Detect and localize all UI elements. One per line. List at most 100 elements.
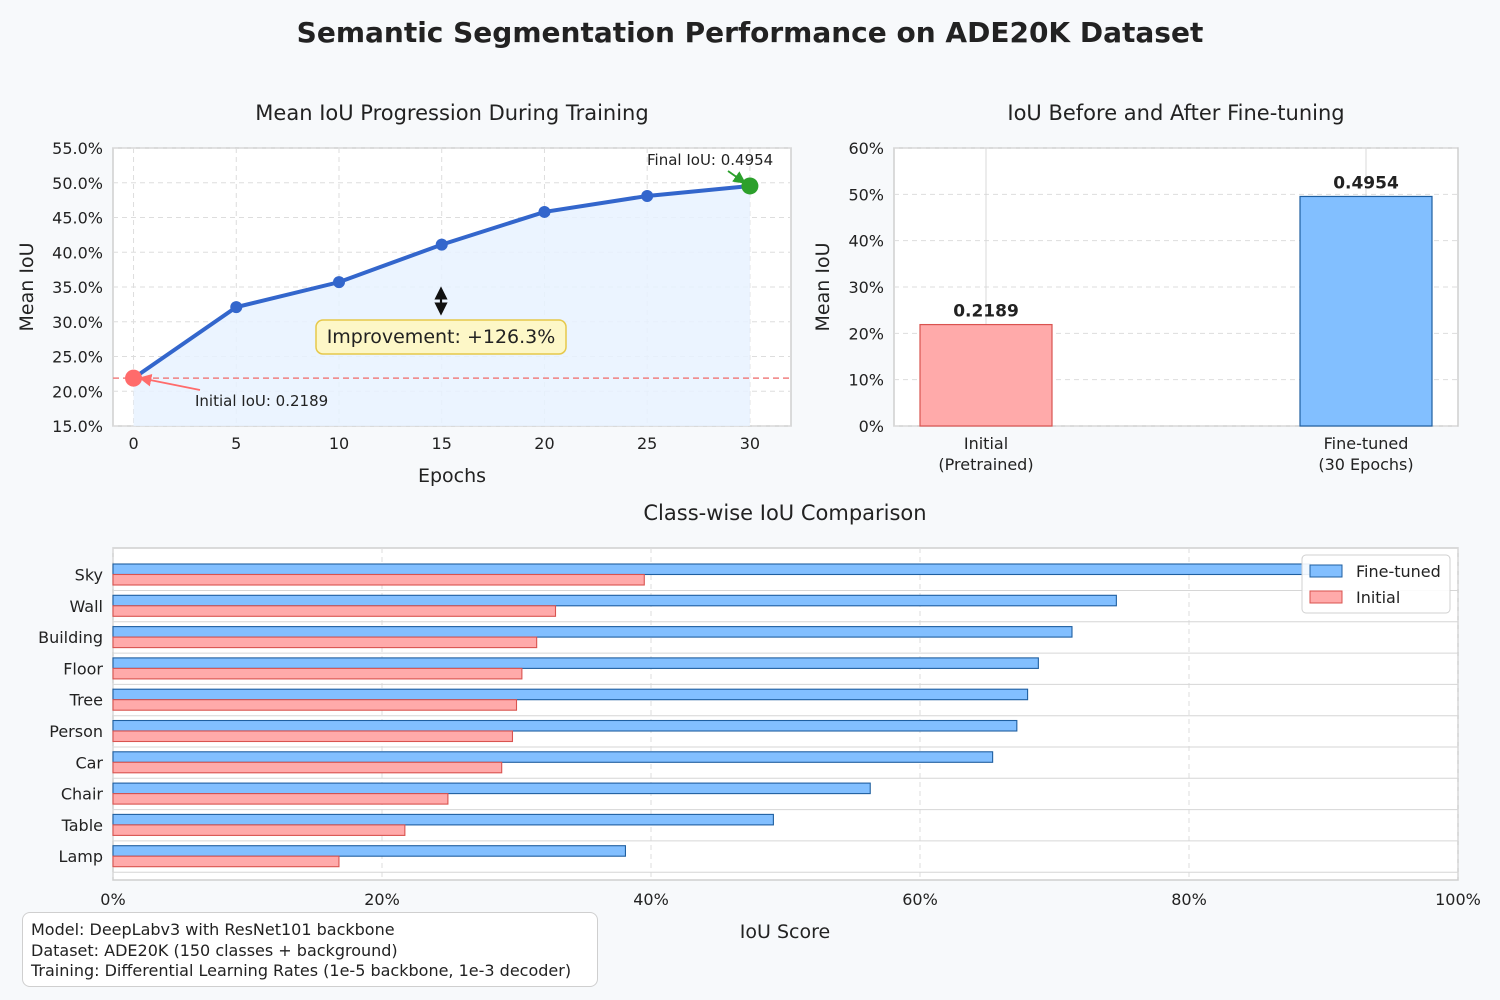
final-point xyxy=(741,177,759,195)
class-y-tick-label: Building xyxy=(38,628,103,647)
initial-annotation: Initial IoU: 0.2189 xyxy=(195,392,328,410)
before-after-bar-chart: IoU Before and After Fine-tuning 0.21890… xyxy=(812,101,1459,474)
line-y-tick-label: 30.0% xyxy=(52,313,103,332)
bar-initial xyxy=(112,730,514,743)
class-y-tick-label: Chair xyxy=(61,785,104,804)
bar-chart-title: IoU Before and After Fine-tuning xyxy=(1007,101,1344,125)
line-point xyxy=(230,301,243,314)
bar-initial xyxy=(112,761,503,774)
legend-swatch-finetuned xyxy=(1309,564,1343,578)
bar-finetuned xyxy=(112,845,626,857)
final-annotation-arrow xyxy=(727,170,747,184)
bar-chart-ylabel: Mean IoU xyxy=(812,243,834,332)
class-y-tick-label: Lamp xyxy=(59,847,103,866)
line-y-tick-label: 40.0% xyxy=(52,243,103,262)
bar-chart-y-ticks: 0% 10% 20% 30% 40% 50% 60% xyxy=(848,139,884,436)
class-y-tick-label: Floor xyxy=(63,659,103,678)
class-chart-x-ticks: 0% 20% 40% 60% 80% 100% xyxy=(100,890,1481,909)
class-chart-grid xyxy=(112,548,1459,880)
line-y-tick-label: 20.0% xyxy=(52,382,103,401)
bar-y-tick-label: 10% xyxy=(848,371,884,390)
class-x-tick-label: 20% xyxy=(364,890,400,909)
bar-finetuned xyxy=(112,719,1018,732)
legend-swatch-initial xyxy=(1309,590,1343,604)
bar-y-tick-label: 0% xyxy=(859,417,884,436)
figure-title: Semantic Segmentation Performance on ADE… xyxy=(297,16,1204,49)
class-y-tick-label: Sky xyxy=(75,566,103,585)
line-x-tick-label: 15 xyxy=(432,434,452,453)
class-x-tick-label: 80% xyxy=(1171,890,1207,909)
info-dataset: Dataset: ADE20K (150 classes + backgroun… xyxy=(31,940,398,960)
line-x-tick-label: 0 xyxy=(128,434,138,453)
bar-value-label: 0.2189 xyxy=(953,302,1019,322)
info-model: Model: DeepLabv3 with ResNet101 backbone xyxy=(31,920,395,939)
line-points xyxy=(125,177,759,387)
final-annotation: Final IoU: 0.4954 xyxy=(647,151,773,169)
improvement-box xyxy=(315,319,567,355)
line-x-tick-label: 30 xyxy=(740,434,760,453)
bar-initial xyxy=(112,573,645,586)
class-y-tick-label: Tree xyxy=(69,691,103,710)
info-training: Training: Differential Learning Rates (1… xyxy=(31,961,572,980)
line-point xyxy=(641,189,654,202)
line-chart-title: Mean IoU Progression During Training xyxy=(255,101,648,125)
bar-finetuned xyxy=(112,813,774,826)
line-point xyxy=(538,205,551,218)
line-x-tick-label: 10 xyxy=(329,434,349,453)
bar-value-label: 0.4954 xyxy=(1333,173,1399,193)
line-y-tick-label: 35.0% xyxy=(52,278,103,297)
line-x-tick-label: 5 xyxy=(231,434,241,453)
line-chart-y-ticks: 15.0% 20.0% 25.0% 30.0% 35.0% 40.0% 45.0% 50.0%… xyxy=(52,139,103,436)
line-x-tick-label: 20 xyxy=(534,434,554,453)
bar-initial xyxy=(112,636,538,649)
line-y-tick-label: 50.0% xyxy=(52,174,103,193)
initial-annotation-arrow xyxy=(138,374,201,391)
line-chart: Mean IoU Progression During Training 0 5 1… xyxy=(16,101,792,487)
line-y-tick-label: 15.0% xyxy=(52,417,103,436)
line-chart-ylabel: Mean IoU xyxy=(16,243,38,332)
class-y-tick-label: Wall xyxy=(70,597,104,616)
improvement-label: Improvement: +126.3% xyxy=(327,326,556,348)
bar-finetuned xyxy=(112,626,1073,638)
initial-point xyxy=(125,369,143,387)
class-chart-legend: Fine-tuned Initial xyxy=(1301,554,1451,614)
bar-y-tick-label: 50% xyxy=(848,185,884,204)
line-chart-x-ticks: 0 5 10 15 20 25 30 xyxy=(128,434,760,453)
class-y-tick-label: Car xyxy=(75,753,103,772)
bar-x-tick-label: (Pretrained) xyxy=(938,455,1033,474)
bar-initial xyxy=(112,605,557,617)
bar-y-tick-label: 60% xyxy=(848,139,884,158)
class-x-tick-label: 0% xyxy=(100,890,125,909)
line-point xyxy=(333,276,345,289)
line-chart-xlabel: Epochs xyxy=(418,465,486,487)
class-y-tick-label: Table xyxy=(61,816,103,835)
class-chart-xlabel: IoU Score xyxy=(740,921,830,943)
bar-finetuned xyxy=(1299,195,1433,427)
bar-y-tick-label: 40% xyxy=(848,232,884,251)
line-x-tick-label: 25 xyxy=(637,434,657,453)
line-point xyxy=(435,238,448,251)
bar-finetuned xyxy=(112,688,1029,701)
class-wise-bar-chart: Class-wise IoU Comparison Sky Wall Buildin… xyxy=(38,501,1481,943)
bar-finetuned xyxy=(112,751,994,763)
bar-finetuned xyxy=(112,563,1311,576)
bar-initial xyxy=(112,699,518,711)
bar-y-tick-label: 20% xyxy=(848,324,884,343)
class-x-tick-label: 40% xyxy=(633,890,669,909)
line-y-tick-label: 55.0% xyxy=(52,139,103,158)
bar-initial xyxy=(112,667,523,680)
class-x-tick-label: 100% xyxy=(1435,890,1481,909)
model-info-box: Model: DeepLabv3 with ResNet101 backbone… xyxy=(22,912,598,987)
bar-initial xyxy=(112,855,340,868)
bar-x-tick-label: Initial xyxy=(964,434,1008,453)
class-chart-bars xyxy=(112,563,1311,868)
bar-chart-bars: 0.2189 0.4954 xyxy=(919,173,1433,427)
bar-initial xyxy=(112,793,449,805)
bar-initial xyxy=(919,323,1053,427)
line-y-tick-label: 25.0% xyxy=(52,348,103,367)
bar-initial xyxy=(112,824,406,836)
bar-chart-x-ticks: Initial (Pretrained) Fine-tuned (30 Epochs) xyxy=(938,434,1413,474)
class-chart-y-ticks: Sky Wall Building Floor Tree Person Car Chair Ta… xyxy=(38,566,103,867)
line-y-tick-label: 45.0% xyxy=(52,209,103,228)
